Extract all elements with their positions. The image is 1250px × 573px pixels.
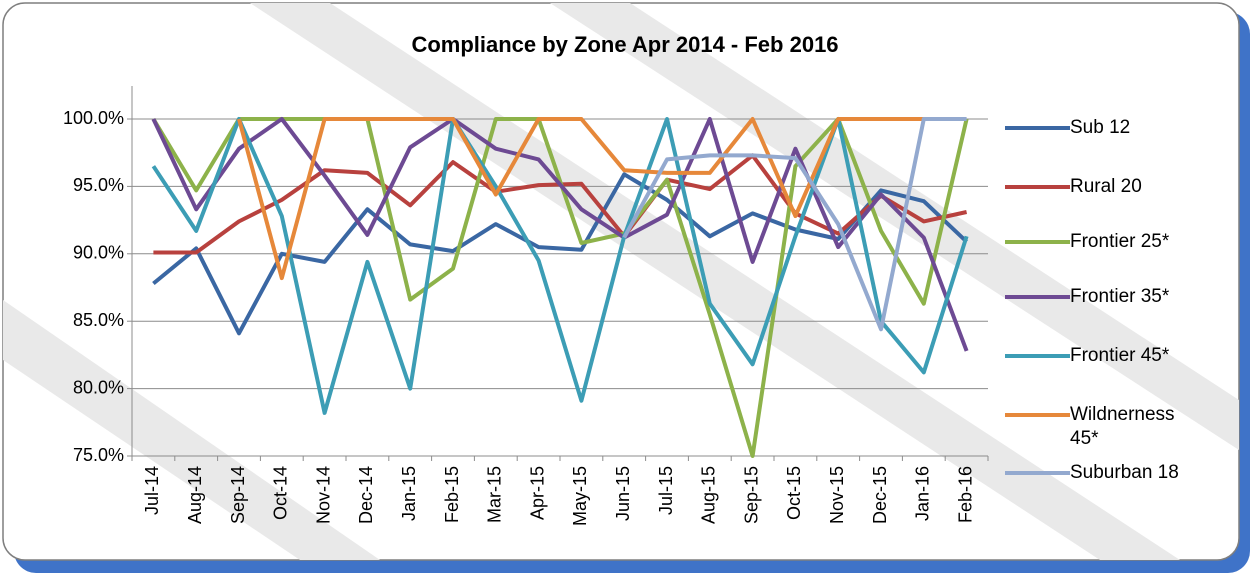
x-tick-label: Sep-15 xyxy=(741,466,761,524)
x-tick-label: Jan-15 xyxy=(399,466,419,521)
x-tick-label: Mar-15 xyxy=(485,466,505,523)
series-line xyxy=(622,117,967,332)
x-tick-label: Nov-14 xyxy=(313,466,333,524)
watermark xyxy=(250,3,1180,560)
x-tick-label: Jan-16 xyxy=(913,466,933,521)
x-tick-label: Apr-15 xyxy=(527,466,547,520)
x-tick-label: Sep-14 xyxy=(228,466,248,524)
legend-label: Frontier 45* xyxy=(1070,345,1170,366)
legend-label: Suburban 18 xyxy=(1070,462,1179,483)
watermark xyxy=(550,3,1239,450)
series-line xyxy=(151,117,969,352)
x-tick-label: May-15 xyxy=(570,466,590,526)
x-tick-label: Dec-14 xyxy=(356,466,376,524)
x-tick-label: Feb-16 xyxy=(955,466,975,523)
legend-label: Frontier 35* xyxy=(1070,286,1170,307)
x-tick-label: Feb-15 xyxy=(442,466,462,523)
x-tick-label: Jul-14 xyxy=(142,466,162,515)
x-tick-label: Aug-14 xyxy=(185,466,205,524)
y-tick-label: 75.0% xyxy=(73,445,124,465)
x-tick-label: Oct-14 xyxy=(271,466,291,520)
x-tick-label: Nov-15 xyxy=(827,466,847,524)
x-tick-label: Aug-15 xyxy=(699,466,719,524)
y-tick-label: 80.0% xyxy=(73,377,124,397)
legend-label: Frontier 25* xyxy=(1070,231,1170,252)
watermark xyxy=(3,300,380,560)
x-tick-label: Dec-15 xyxy=(870,466,890,524)
y-tick-label: 85.0% xyxy=(73,310,124,330)
x-tick-label: Oct-15 xyxy=(784,466,804,520)
legend-label: Wildnerness 45* xyxy=(1070,404,1175,449)
y-tick-label: 100.0% xyxy=(63,108,124,128)
chart-title: Compliance by Zone Apr 2014 - Feb 2016 xyxy=(411,32,838,57)
legend-label: Rural 20 xyxy=(1070,176,1142,197)
x-tick-label: Jul-15 xyxy=(656,466,676,515)
legend-label: Sub 12 xyxy=(1070,117,1131,138)
y-tick-label: 90.0% xyxy=(73,243,124,263)
x-tick-label: Jun-15 xyxy=(613,466,633,521)
y-tick-label: 95.0% xyxy=(73,175,124,195)
series-line xyxy=(151,117,969,458)
